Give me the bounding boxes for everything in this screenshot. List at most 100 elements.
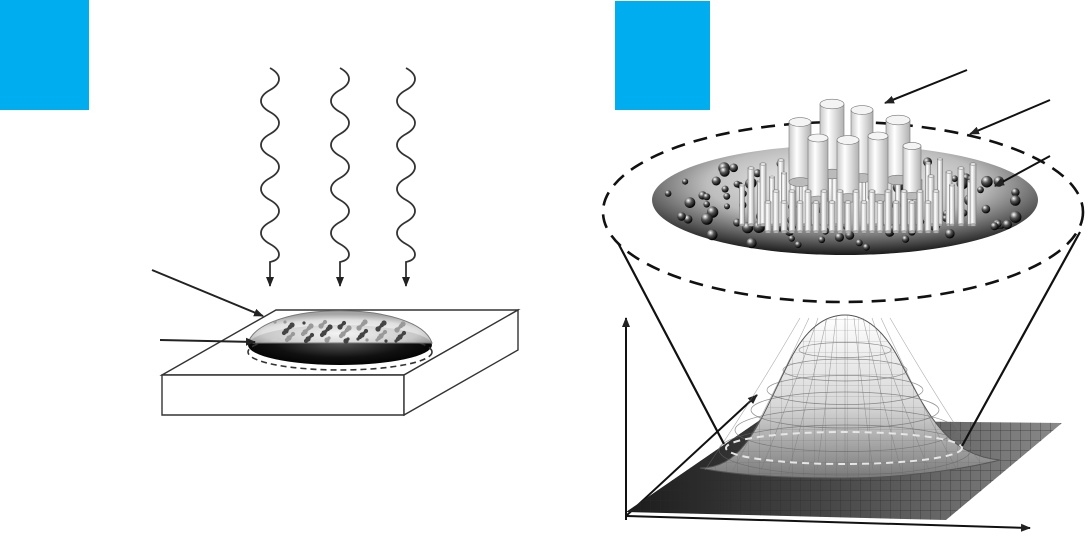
dome-particle bbox=[356, 325, 362, 331]
dome-particle bbox=[300, 331, 306, 337]
sphere-icon bbox=[1011, 188, 1020, 197]
dome-particle bbox=[394, 339, 398, 343]
sphere-icon bbox=[794, 241, 802, 249]
cylinder-icon bbox=[957, 166, 965, 227]
cylinder-icon bbox=[764, 200, 772, 234]
sphere-icon bbox=[701, 213, 713, 225]
pointer-arrow-particles bbox=[994, 155, 1051, 187]
meridian-line bbox=[862, 317, 902, 471]
sphere-icon bbox=[677, 212, 686, 221]
sphere-icon bbox=[733, 180, 741, 188]
cylinder-icon bbox=[796, 200, 804, 234]
cylinder-icon bbox=[969, 162, 977, 227]
sphere-icon bbox=[724, 203, 730, 210]
radiation-waves bbox=[260, 67, 416, 287]
cylinder-icon bbox=[867, 131, 889, 203]
dome-particle bbox=[303, 338, 309, 344]
substrate-side-face bbox=[403, 308, 519, 417]
cylinder-icon bbox=[908, 200, 916, 234]
sphere-icon bbox=[719, 166, 730, 177]
cylinder-icon bbox=[828, 200, 836, 234]
sphere-icon bbox=[951, 175, 958, 182]
dome-particle bbox=[384, 339, 388, 343]
cylinder-icon bbox=[759, 162, 767, 227]
meridian-line bbox=[760, 317, 819, 471]
cylinder-icon bbox=[780, 200, 788, 234]
dome-particle bbox=[324, 337, 330, 343]
dome-particle bbox=[284, 337, 290, 343]
sphere-icon bbox=[711, 176, 721, 186]
panel-a bbox=[151, 67, 521, 417]
nanorod-cluster bbox=[739, 98, 977, 234]
sphere-icon bbox=[834, 232, 845, 242]
pointer-arrow-rods bbox=[969, 99, 1051, 135]
pointer-line-droplet bbox=[151, 269, 264, 317]
meridian-line bbox=[889, 317, 986, 471]
sphere-icon bbox=[818, 236, 826, 244]
sphere-icon bbox=[788, 235, 795, 242]
gaussian-contour-lines bbox=[704, 317, 986, 476]
meridian-line bbox=[880, 317, 958, 471]
sphere-icon bbox=[981, 204, 991, 214]
dome-particle bbox=[319, 332, 325, 338]
cylinder-icon bbox=[884, 189, 892, 234]
cylinder-icon bbox=[788, 117, 812, 187]
sphere-icon bbox=[683, 214, 693, 224]
sphere-icon bbox=[990, 222, 999, 231]
dome-particle bbox=[273, 320, 277, 324]
dome-particle bbox=[281, 330, 287, 336]
pointer-line-pool bbox=[159, 337, 256, 346]
cylinder-icon bbox=[949, 183, 955, 227]
dome-particle bbox=[338, 333, 344, 339]
cylinder-icon bbox=[924, 200, 932, 234]
cylinder-icon bbox=[876, 200, 884, 234]
cylinder-icon bbox=[772, 189, 780, 234]
meridian-line bbox=[732, 317, 810, 471]
dome-particle bbox=[283, 320, 287, 324]
panel-b-label-box bbox=[615, 1, 710, 110]
wavy-arrow-icon bbox=[330, 67, 350, 287]
sphere-icon bbox=[855, 239, 863, 247]
projection-line-right bbox=[961, 231, 1081, 447]
dome-particle bbox=[337, 324, 343, 330]
wavy-arrow-icon bbox=[260, 67, 280, 287]
sphere-icon bbox=[1010, 195, 1021, 206]
sphere-icon bbox=[684, 197, 696, 209]
dome-particle bbox=[375, 326, 381, 332]
sphere-icon bbox=[981, 175, 993, 188]
axis-depth bbox=[625, 394, 758, 517]
cylinder-icon bbox=[739, 183, 745, 227]
meridian-line bbox=[788, 317, 828, 471]
substrate-front-face bbox=[161, 374, 405, 416]
meridian-line bbox=[871, 317, 930, 471]
cylinder-icon bbox=[844, 200, 852, 234]
sphere-icon bbox=[733, 218, 742, 227]
cylinder-icon bbox=[916, 189, 924, 234]
pointer-arrow-top-crystals bbox=[884, 69, 968, 104]
sphere-icon bbox=[664, 190, 672, 197]
cylinder-icon bbox=[860, 200, 868, 234]
dome-particle bbox=[356, 337, 360, 341]
cylinder-icon bbox=[804, 189, 812, 234]
pool-boundary-dashed bbox=[247, 333, 433, 371]
dome-particle bbox=[394, 327, 400, 333]
sphere-icon bbox=[1009, 211, 1022, 223]
sphere-icon bbox=[746, 237, 757, 249]
projection-line-left bbox=[606, 221, 725, 445]
sphere-icon bbox=[729, 163, 738, 173]
sphere-icon bbox=[977, 186, 984, 194]
panel-b bbox=[601, 69, 1085, 532]
sphere-icon bbox=[721, 185, 729, 193]
sphere-icon bbox=[703, 201, 710, 208]
dome-particle bbox=[365, 338, 369, 342]
cylinder-icon bbox=[868, 189, 876, 234]
axis-horizontal bbox=[625, 515, 1031, 532]
sphere-icon bbox=[682, 178, 689, 185]
cylinder-icon bbox=[788, 189, 796, 234]
cylinder-icon bbox=[820, 189, 828, 234]
gaussian-base-ellipse bbox=[725, 431, 963, 465]
dome-particle bbox=[318, 323, 324, 329]
sphere-icon bbox=[753, 169, 762, 178]
meridian-line bbox=[704, 317, 801, 471]
cylinder-icon bbox=[900, 189, 908, 234]
